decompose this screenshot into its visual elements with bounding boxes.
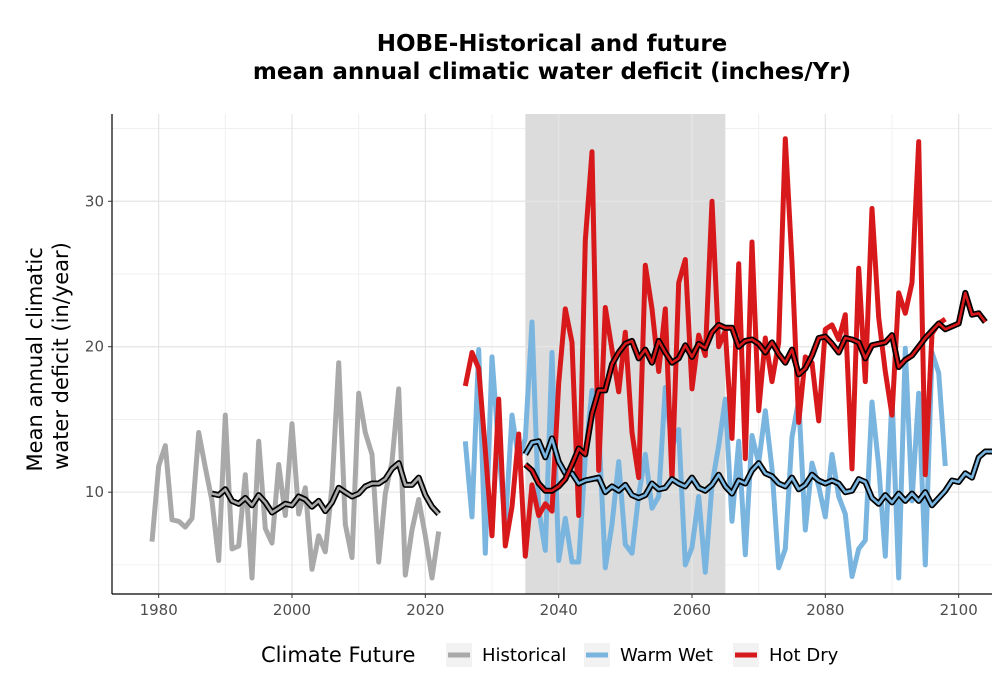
x-tick-label: 2040 bbox=[540, 601, 578, 619]
chart-title-line-2: mean annual climatic water deficit (inch… bbox=[252, 59, 852, 85]
rolling-mean-fill bbox=[524, 437, 992, 507]
legend-item-warm-wet: Warm Wet bbox=[584, 643, 713, 667]
rolling-mean-fill bbox=[211, 461, 440, 515]
x-tick-labels: 1980 2000 2020 2040 2060 2080 2100 bbox=[140, 601, 978, 619]
series-line-hot-dry-rolling-mean bbox=[523, 289, 988, 494]
legend: Climate Future Historical Warm Wet Hot Dry bbox=[261, 643, 839, 667]
y-tick-label: 20 bbox=[85, 338, 104, 356]
x-tick-label: 1980 bbox=[140, 601, 178, 619]
series-line-warm-wet-rolling-mean bbox=[522, 435, 992, 509]
legend-title: Climate Future bbox=[261, 643, 415, 667]
legend-label: Historical bbox=[482, 645, 566, 666]
x-tick-label: 2000 bbox=[273, 601, 311, 619]
chart-title: HOBE-Historical and future mean annual c… bbox=[112, 30, 992, 86]
series-line-historical-rolling-mean bbox=[211, 460, 441, 517]
legend-label: Warm Wet bbox=[620, 645, 713, 666]
y-tick-label: 10 bbox=[85, 483, 104, 501]
series-line-hot-dry bbox=[462, 136, 947, 559]
rolling-mean-fill bbox=[524, 291, 987, 493]
legend-label: Hot Dry bbox=[769, 645, 839, 666]
x-tick-label: 2060 bbox=[673, 601, 711, 619]
axes bbox=[108, 114, 992, 598]
legend-item-historical: Historical bbox=[446, 643, 566, 667]
y-axis-label: Mean annual climatic water deficit (in/y… bbox=[23, 241, 73, 472]
y-axis-label-line-2: water deficit (in/year) bbox=[49, 242, 73, 470]
x-tick-label: 2080 bbox=[806, 601, 844, 619]
legend-item-hot-dry: Hot Dry bbox=[733, 643, 839, 667]
x-tick-label: 2020 bbox=[406, 601, 444, 619]
chart-title-line-1: HOBE-Historical and future bbox=[376, 31, 728, 57]
rolling-mean-lines bbox=[211, 289, 992, 517]
series-line-warm-wet bbox=[462, 319, 948, 581]
y-axis-label-line-1: Mean annual climatic bbox=[23, 247, 47, 471]
x-tick-label: 2100 bbox=[940, 601, 978, 619]
y-tick-label: 30 bbox=[85, 192, 104, 210]
y-tick-labels: 10 20 30 bbox=[85, 192, 104, 501]
series-line-historical bbox=[149, 360, 442, 581]
